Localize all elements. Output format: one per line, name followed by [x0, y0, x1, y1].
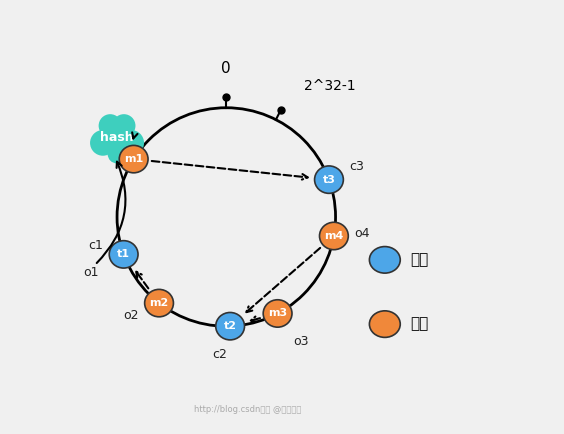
Text: t1: t1: [117, 250, 130, 260]
Circle shape: [99, 120, 135, 156]
Ellipse shape: [215, 312, 245, 340]
Circle shape: [118, 130, 144, 156]
Ellipse shape: [369, 311, 400, 337]
Ellipse shape: [144, 289, 174, 317]
Text: t2: t2: [223, 321, 237, 331]
Ellipse shape: [263, 300, 292, 327]
Text: c2: c2: [212, 348, 227, 361]
Ellipse shape: [319, 222, 349, 250]
Circle shape: [112, 114, 135, 137]
Ellipse shape: [315, 166, 343, 193]
Text: http://blog.csdn知乎 @唯一天一: http://blog.csdn知乎 @唯一天一: [194, 405, 301, 414]
Text: 对象: 对象: [411, 317, 429, 332]
Text: o1: o1: [83, 266, 99, 279]
Text: c3: c3: [349, 160, 364, 173]
Text: o3: o3: [293, 335, 309, 348]
Text: o4: o4: [354, 227, 369, 240]
Text: m4: m4: [324, 231, 343, 241]
Text: 2^32-1: 2^32-1: [305, 79, 356, 93]
Circle shape: [108, 145, 126, 164]
Ellipse shape: [119, 145, 148, 173]
Text: m1: m1: [124, 154, 143, 164]
Ellipse shape: [369, 247, 400, 273]
Text: t3: t3: [323, 174, 336, 184]
Text: o2: o2: [124, 309, 139, 322]
Text: hash: hash: [100, 131, 134, 144]
Circle shape: [99, 114, 122, 137]
Text: 0: 0: [222, 62, 231, 76]
Text: 机器: 机器: [411, 252, 429, 267]
Circle shape: [90, 130, 116, 156]
Text: m3: m3: [268, 309, 287, 319]
Text: c1: c1: [89, 239, 103, 252]
Text: m2: m2: [149, 298, 169, 308]
Ellipse shape: [109, 241, 138, 268]
